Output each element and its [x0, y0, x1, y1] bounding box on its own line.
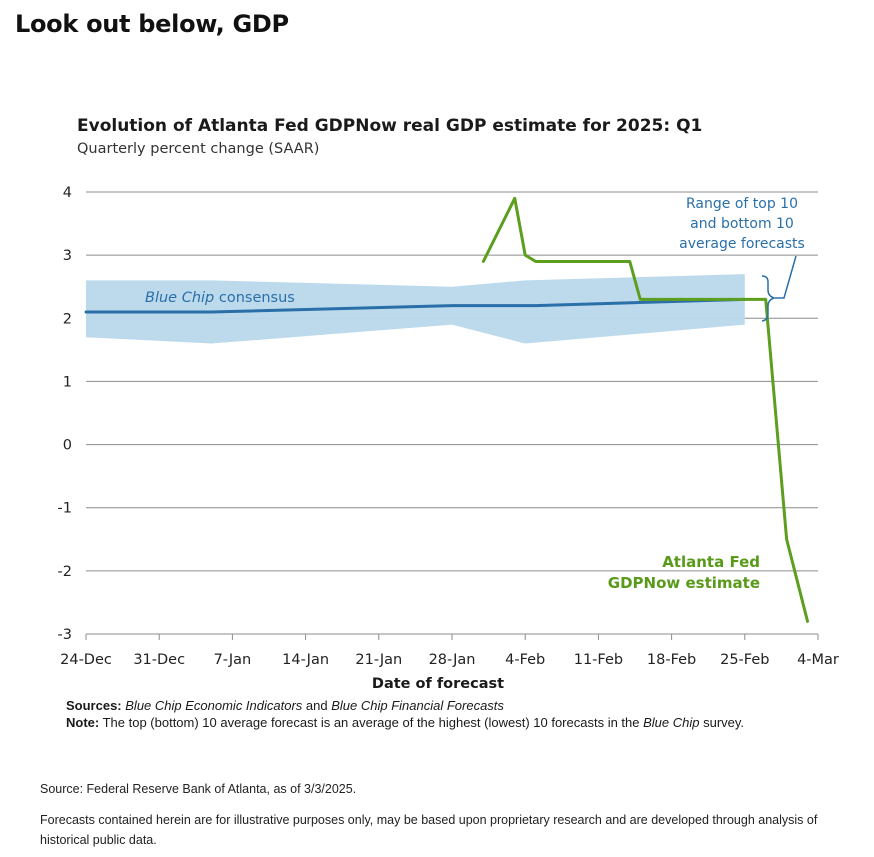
- x-tick-label: 4-Mar: [797, 652, 839, 668]
- range-bracket: [761, 275, 777, 322]
- x-tick-label: 7-Jan: [214, 652, 252, 668]
- note-label: Note:: [66, 715, 100, 730]
- gdpnow-label-line: GDPNow estimate: [608, 574, 760, 592]
- sources-line: Sources: Blue Chip Economic Indicators a…: [66, 697, 786, 714]
- y-tick-label: 3: [63, 248, 72, 264]
- band-annotation-line: and bottom 10: [690, 216, 794, 232]
- page-heading: Look out below, GDP: [15, 10, 289, 38]
- x-tick-label: 24-Dec: [60, 652, 112, 668]
- gdpnow-chart: Evolution of Atlanta Fed GDPNow real GDP…: [58, 116, 839, 692]
- chart-title: Evolution of Atlanta Fed GDPNow real GDP…: [77, 116, 702, 136]
- y-tick-label: 0: [63, 438, 72, 454]
- consensus-label-rest: consensus: [214, 290, 295, 306]
- band-annotation-line: Range of top 10: [686, 196, 798, 212]
- note-text-1: The top (bottom) 10 average forecast is …: [99, 715, 644, 730]
- consensus-label: Blue Chip consensus: [145, 290, 295, 306]
- sources-italic-1: Blue Chip Economic Indicators: [125, 698, 303, 713]
- x-tick-label: 21-Jan: [355, 652, 402, 668]
- y-tick-label: 1: [63, 374, 72, 390]
- y-tick-label: 4: [63, 185, 72, 201]
- sources-mid: and: [302, 698, 332, 713]
- x-tick-label: 31-Dec: [133, 652, 185, 668]
- chart-notes: Sources: Blue Chip Economic Indicators a…: [66, 697, 786, 731]
- band-annotation-pointer: [775, 255, 797, 299]
- annotations: Range of top 10 and bottom 10 average fore…: [145, 196, 805, 592]
- y-tick-label: 2: [63, 311, 72, 327]
- y-tick-label: -3: [58, 627, 72, 643]
- note-text-2: survey.: [699, 715, 745, 730]
- band-annotation-line: average forecasts: [679, 236, 805, 252]
- series-lines: [84, 196, 810, 623]
- chart-subtitle: Quarterly percent change (SAAR): [77, 141, 319, 157]
- blue-chip-consensus-line: [84, 297, 747, 314]
- gdpnow-estimate-line: [481, 196, 810, 623]
- y-tick-label: -1: [58, 501, 72, 517]
- note-italic: Blue Chip: [643, 715, 700, 730]
- y-tick-label: -2: [58, 564, 72, 580]
- footer-source: Source: Federal Reserve Bank of Atlanta,…: [40, 782, 357, 796]
- sources-italic-2: Blue Chip Financial Forecasts: [331, 698, 504, 713]
- sources-label: Sources:: [66, 698, 122, 713]
- x-tick-label: 4-Feb: [505, 652, 545, 668]
- gdpnow-label-line: Atlanta Fed: [662, 553, 760, 571]
- x-axis: 24-Dec 31-Dec 7-Jan 14-Jan 21-Jan 28-Jan 4-Feb…: [60, 633, 839, 668]
- x-tick-label: 18-Feb: [647, 652, 696, 668]
- x-tick-label: 11-Feb: [574, 652, 623, 668]
- x-tick-label: 14-Jan: [282, 652, 329, 668]
- x-tick-label: 25-Feb: [720, 652, 769, 668]
- consensus-label-italic: Blue Chip: [145, 290, 214, 306]
- range-band-area: [86, 274, 745, 344]
- footer-disclaimer: Forecasts contained herein are for illus…: [40, 813, 818, 847]
- x-axis-title: Date of forecast: [372, 676, 504, 692]
- note-line: Note: The top (bottom) 10 average foreca…: [66, 714, 786, 731]
- forecast-range-band: [86, 274, 745, 344]
- x-tick-label: 28-Jan: [429, 652, 476, 668]
